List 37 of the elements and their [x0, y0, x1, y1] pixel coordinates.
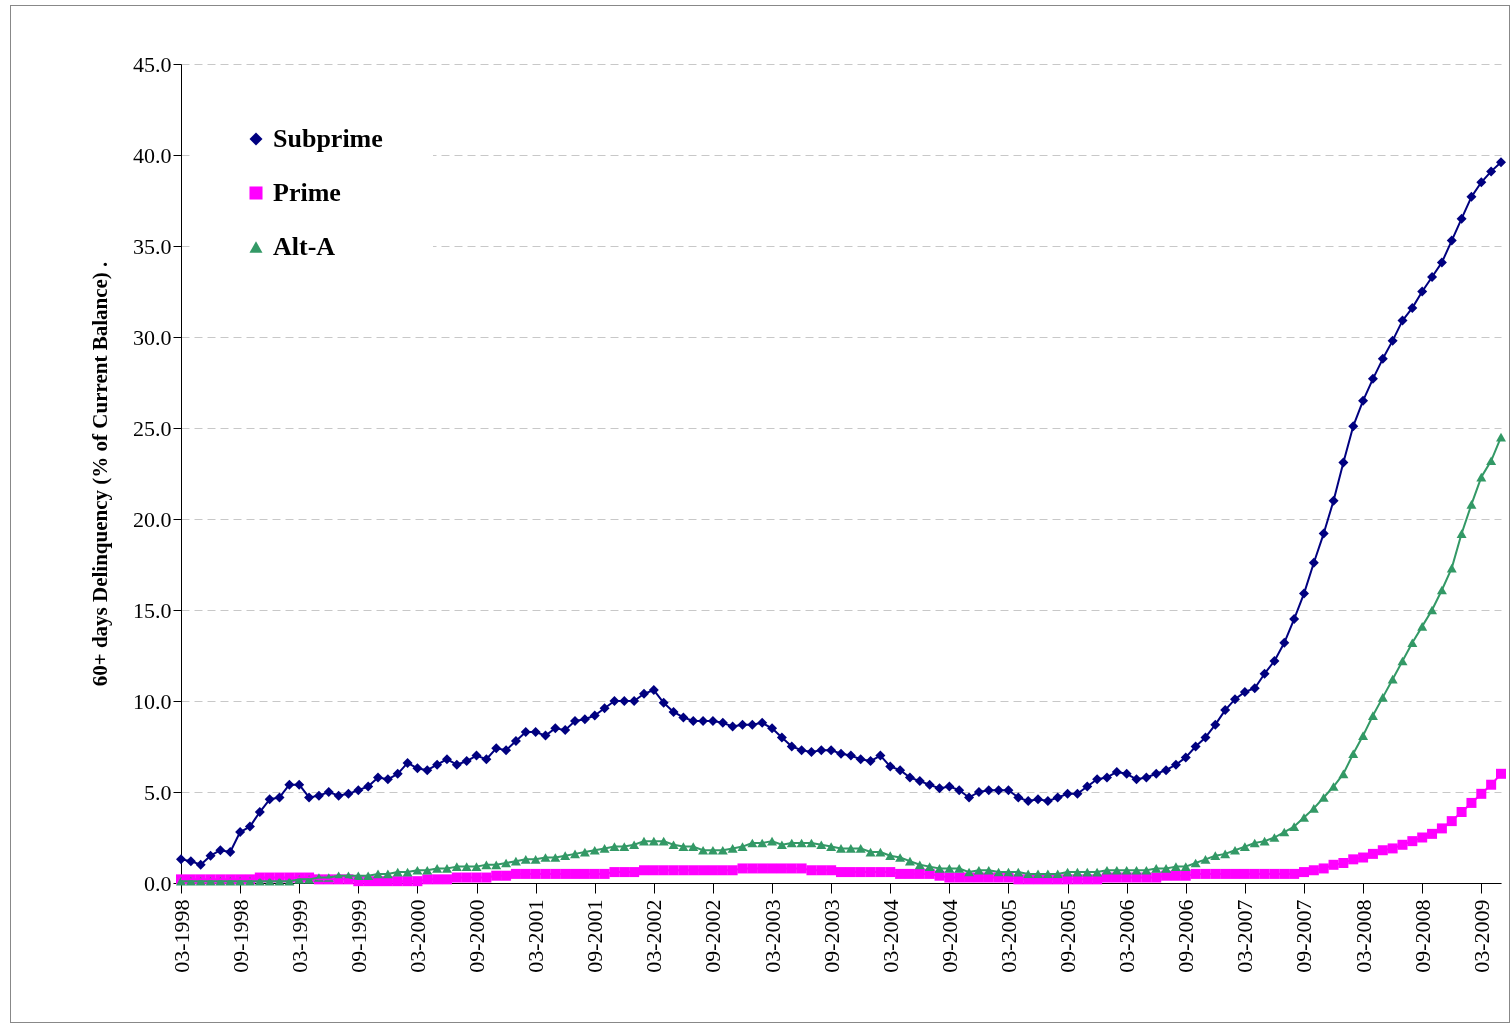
y-axis-title: 60+ days Delinquency (% of Current Balance) . — [88, 261, 112, 687]
y-tick-label: 35.0 — [133, 233, 172, 259]
legend-label: Subprime — [273, 124, 383, 153]
x-tick-label: 03-2000 — [404, 899, 430, 973]
x-tick-label: 09-2002 — [700, 899, 726, 973]
x-tick-label: 03-2005 — [995, 899, 1021, 973]
x-tick-label: 09-1998 — [227, 899, 253, 973]
x-tick-label: 09-2000 — [464, 899, 490, 973]
x-tick-label: 03-2007 — [1232, 899, 1258, 973]
x-tick-label: 03-1998 — [168, 899, 194, 973]
x-tick-label: 03-2003 — [759, 899, 785, 973]
x-tick-label: 09-2007 — [1291, 899, 1317, 973]
y-tick-label: 40.0 — [133, 142, 172, 168]
x-tick-label: 03-2004 — [877, 899, 903, 973]
x-tick-label: 09-1999 — [345, 899, 371, 973]
y-tick-label: 15.0 — [133, 597, 172, 623]
y-tick-label: 0.0 — [144, 870, 172, 896]
y-tick-label: 10.0 — [133, 688, 172, 714]
legend-label: Alt-A — [273, 232, 336, 261]
y-tick-label: 25.0 — [133, 415, 172, 441]
y-tick-label: 45.0 — [133, 51, 172, 77]
x-tick-label: 09-2003 — [818, 899, 844, 973]
x-tick-label: 03-2002 — [641, 899, 667, 973]
y-tick-label: 20.0 — [133, 506, 172, 532]
x-tick-label: 03-2001 — [523, 899, 549, 973]
x-tick-label: 09-2006 — [1173, 899, 1199, 973]
legend-label: Prime — [273, 178, 341, 207]
x-tick-label: 09-2005 — [1055, 899, 1081, 973]
y-tick-label: 30.0 — [133, 324, 172, 350]
x-tick-label: 03-1999 — [286, 899, 312, 973]
x-tick-label: 03-2009 — [1468, 899, 1494, 973]
x-tick-label: 09-2008 — [1409, 899, 1435, 973]
x-tick-label: 09-2004 — [936, 899, 962, 973]
x-tick-label: 03-2008 — [1350, 899, 1376, 973]
y-tick-label: 5.0 — [144, 779, 172, 805]
x-tick-label: 09-2001 — [582, 899, 608, 973]
x-tick-label: 03-2006 — [1114, 899, 1140, 973]
